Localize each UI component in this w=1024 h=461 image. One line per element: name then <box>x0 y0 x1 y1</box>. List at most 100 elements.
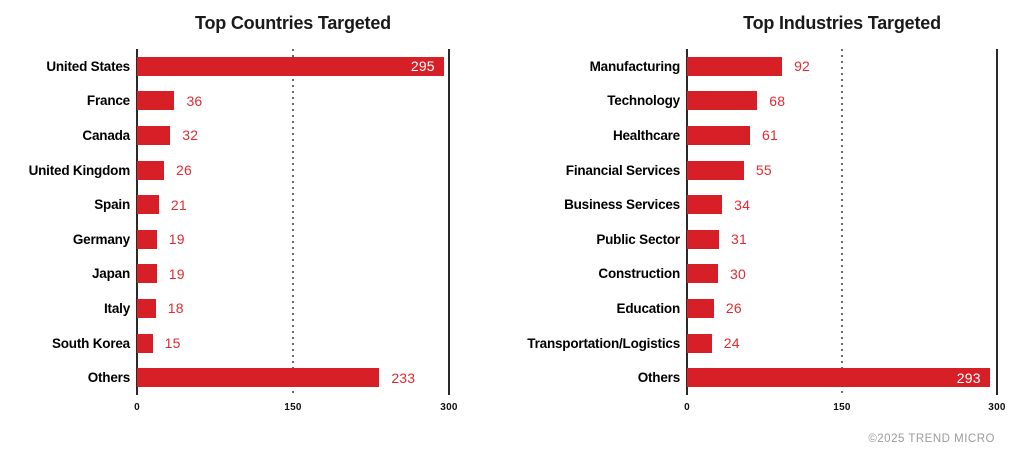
value-label: 32 <box>182 127 199 144</box>
bar <box>687 125 751 145</box>
bar <box>687 298 714 318</box>
bar <box>687 229 720 249</box>
category-label: Canada <box>82 127 130 143</box>
x-tick-label: 0 <box>684 402 690 413</box>
bar-row: Spain 21 <box>94 187 449 222</box>
axis-line-max <box>996 49 998 395</box>
category-label: Transportation/Logistics <box>527 335 680 351</box>
bar-row: Others 233 <box>88 360 449 395</box>
chart-title: Top Countries Targeted <box>195 13 391 33</box>
chart-top-countries: Top Countries Targeted United States 295 F… <box>29 13 458 413</box>
axis-line-max <box>448 49 450 395</box>
bar-row: Japan 19 <box>92 257 449 292</box>
bar <box>687 160 744 180</box>
bar <box>137 91 175 111</box>
bar-row: Manufacturing 92 <box>590 49 997 84</box>
category-label: Manufacturing <box>589 58 681 74</box>
category-label: Financial Services <box>565 162 680 178</box>
bar-row: Others 293 <box>638 360 997 395</box>
bar <box>137 195 159 215</box>
category-label: Healthcare <box>612 127 680 143</box>
bar <box>137 264 157 284</box>
bar: 293 <box>687 368 990 388</box>
bar-row: Financial Services 55 <box>566 153 997 188</box>
bar-row: Transportation/Logistics 24 <box>527 326 997 361</box>
axis-line-zero <box>136 49 138 395</box>
bar <box>137 125 171 145</box>
chart-top-industries: Top Industries Targeted Manufacturing 92 T… <box>512 0 1024 461</box>
category-label: United States <box>46 58 130 74</box>
value-label: 26 <box>725 300 742 317</box>
bar: 295 <box>137 56 444 76</box>
bar <box>687 264 718 284</box>
category-label: Construction <box>598 266 680 282</box>
value-label: 36 <box>186 92 203 109</box>
bar <box>687 195 723 215</box>
category-label: Technology <box>607 93 680 109</box>
plot-area: United States 295 France 36 Canada 32 United K… <box>29 49 458 413</box>
bar-row: Canada 32 <box>82 118 449 153</box>
bar-row: Technology 68 <box>607 84 997 119</box>
bar-row: Public Sector 31 <box>596 222 997 257</box>
bar-row: United Kingdom 26 <box>29 153 449 188</box>
x-tick-label: 150 <box>284 402 302 413</box>
value-label: 293 <box>956 369 981 386</box>
x-tick-label: 300 <box>988 402 1006 413</box>
value-label: 15 <box>164 335 181 352</box>
x-tick-label: 300 <box>440 402 458 413</box>
bar <box>687 333 712 353</box>
category-label: Others <box>87 370 131 386</box>
category-label: Spain <box>94 197 130 213</box>
category-label: South Korea <box>51 335 130 351</box>
bar <box>687 91 758 111</box>
bar <box>137 333 153 353</box>
bar-rows: United States 295 France 36 Canada 32 United K… <box>29 49 449 395</box>
value-label: 295 <box>410 58 435 75</box>
bar <box>137 368 380 388</box>
value-label: 233 <box>391 369 416 386</box>
bar-row: Business Services 34 <box>564 187 997 222</box>
bar-rows: Manufacturing 92 Technology 68 Healthcare 61 F… <box>527 49 997 395</box>
bar <box>137 298 156 318</box>
bar-row: United States 295 <box>46 49 449 84</box>
value-label: 26 <box>176 162 193 179</box>
value-label: 19 <box>168 265 185 282</box>
bar <box>137 160 165 180</box>
gridline-150 <box>292 49 294 395</box>
category-label: Others <box>637 370 681 386</box>
x-axis-ticks: 0 150 300 <box>684 395 1005 417</box>
value-label: 31 <box>731 231 748 248</box>
bar <box>137 229 157 249</box>
value-label: 18 <box>167 300 184 317</box>
bar-row: France 36 <box>87 84 449 119</box>
value-label: 68 <box>769 92 786 109</box>
gridline-150 <box>841 49 843 395</box>
value-label: 19 <box>168 231 185 248</box>
chart-title: Top Industries Targeted <box>743 13 941 33</box>
plot-area: Manufacturing 92 Technology 68 Healthcare 61 F… <box>527 49 1006 413</box>
value-label: 30 <box>730 265 746 282</box>
value-label: 61 <box>762 127 779 144</box>
value-label: 24 <box>723 335 740 352</box>
bar-row: Education 26 <box>617 291 997 326</box>
bar-row: Construction 30 <box>598 257 997 292</box>
category-label: Italy <box>103 300 130 316</box>
category-label: Business Services <box>564 197 680 213</box>
category-label: Japan <box>91 266 130 282</box>
bar-row: Italy 18 <box>104 291 449 326</box>
x-tick-label: 150 <box>833 402 851 413</box>
x-axis-ticks: 0 150 300 <box>134 395 457 417</box>
category-label: United Kingdom <box>28 162 131 178</box>
bar-row: Germany 19 <box>73 222 449 257</box>
category-label: Germany <box>72 231 130 247</box>
bar-row: South Korea 15 <box>52 326 449 361</box>
copyright-text: ©2025 TREND MICRO <box>868 433 995 445</box>
category-label: Public Sector <box>596 231 680 247</box>
axis-line-zero <box>686 49 688 395</box>
category-label: Education <box>616 300 681 316</box>
bar-row: Healthcare 61 <box>613 118 997 153</box>
category-label: France <box>86 93 130 109</box>
value-label: 92 <box>794 58 811 75</box>
x-tick-label: 0 <box>134 402 140 413</box>
